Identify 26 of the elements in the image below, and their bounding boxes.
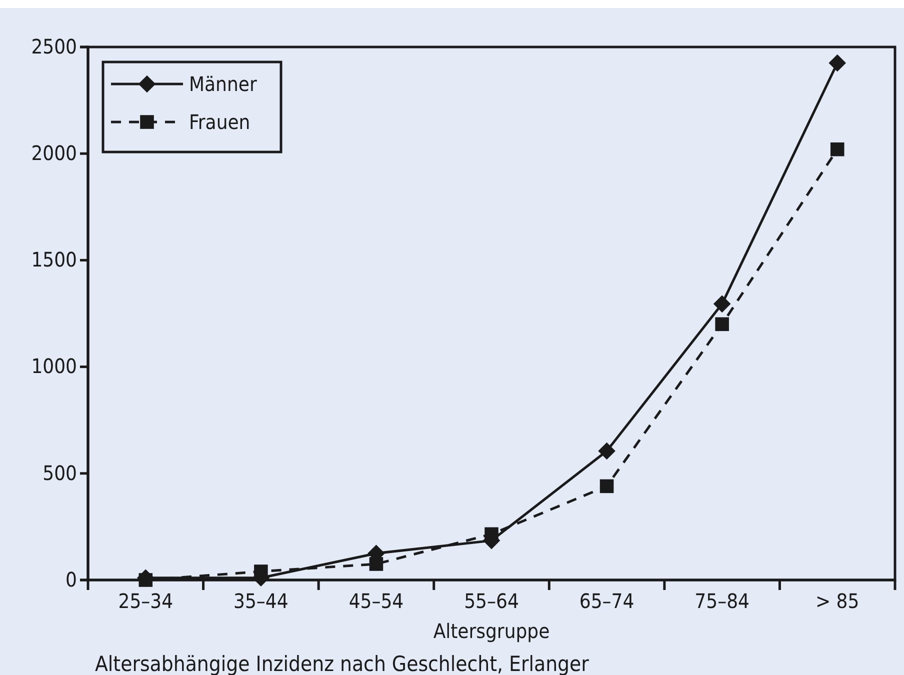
point xyxy=(138,573,153,587)
y-tick-label: 1000 xyxy=(31,354,77,378)
x-tick-label: 75–84 xyxy=(694,589,750,614)
point xyxy=(828,54,846,72)
x-axis-title: Altersgruppe xyxy=(433,619,550,643)
point xyxy=(715,317,729,332)
y-tick-label: 0 xyxy=(66,567,77,592)
x-tick-label: 25–34 xyxy=(118,589,174,614)
x-tick-label: 45–54 xyxy=(348,589,404,614)
x-tick-label: 55–64 xyxy=(464,589,519,614)
legend-label: Männer xyxy=(189,72,258,96)
point xyxy=(600,479,614,494)
x-tick-label: 65–74 xyxy=(579,589,634,614)
point xyxy=(369,557,384,571)
text: Altersabhängige Inzidenz nach Geschlecht, Erlanger xyxy=(95,652,590,675)
y-tick-label: 2000 xyxy=(31,141,77,165)
point xyxy=(598,442,616,460)
x-tick-label: > 85 xyxy=(816,589,860,614)
legend-label: Frauen xyxy=(189,110,250,134)
x-tick-label: 35–44 xyxy=(234,589,288,614)
point xyxy=(713,295,731,313)
point xyxy=(254,564,268,578)
point xyxy=(830,142,844,156)
y-tick-label: 2500 xyxy=(31,34,77,58)
y-tick-label: 1500 xyxy=(31,248,77,272)
y-tick-label: 500 xyxy=(42,460,77,485)
